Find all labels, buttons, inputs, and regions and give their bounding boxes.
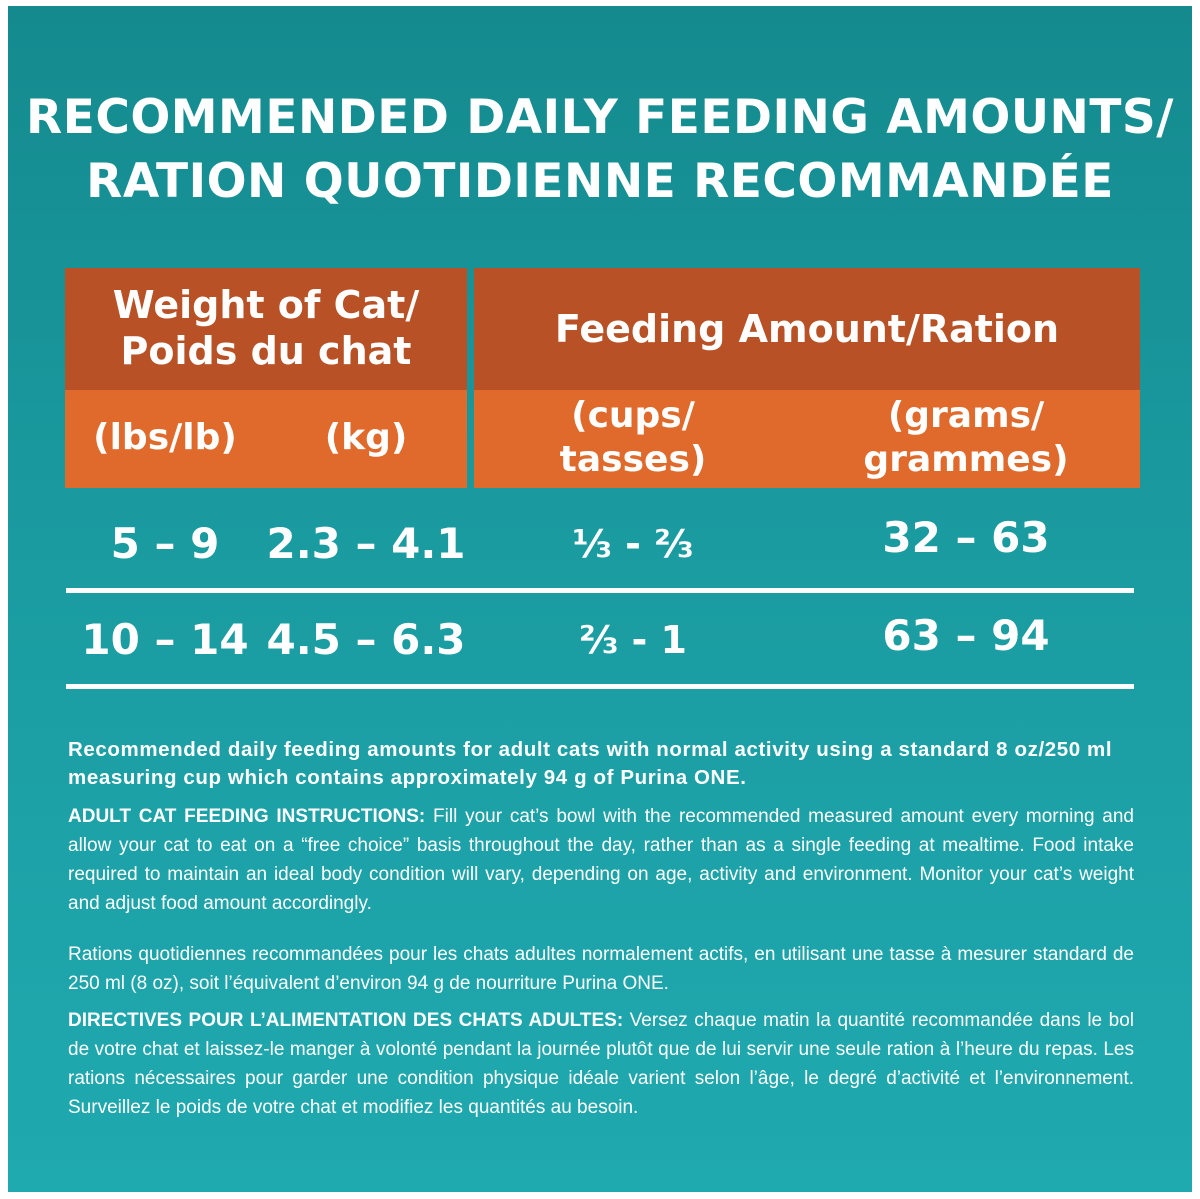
english-instructions-text: Fill your cat’s bowl with the recommende… — [68, 806, 1134, 914]
unit-cups: (cups/ tasses) — [474, 394, 792, 482]
title-line-2: RATION QUOTIDIENNE RECOMMANDÉE — [86, 154, 1114, 209]
unit-grams-line-2: grammes) — [863, 439, 1069, 480]
weight-column-header: Weight of Cat/ Poids du chat — [65, 282, 467, 374]
french-instructions: DIRECTIVES POUR L’ALIMENTATION DES CHATS… — [68, 1006, 1134, 1122]
unit-kg: (kg) — [324, 417, 408, 458]
feeding-column-header: Feeding Amount/Ration — [554, 307, 1060, 351]
table-cell-lbs: 5 – 9 — [110, 519, 220, 568]
french-instructions-text: Versez chaque matin la quantité recomman… — [68, 1010, 1134, 1118]
unit-grams: (grams/ grammes) — [792, 394, 1140, 482]
unit-cups-line-1: (cups/ — [571, 395, 695, 436]
title-line-1: RECOMMENDED DAILY FEEDING AMOUNTS/ — [26, 90, 1174, 145]
table-cell-cups: ⅔ - 1 — [578, 618, 687, 662]
weight-header-line-2: Poids du chat — [120, 329, 412, 373]
english-instructions-label: ADULT CAT FEEDING INSTRUCTIONS: — [68, 806, 426, 827]
table-cell-cups: ⅓ - ⅔ — [572, 522, 694, 566]
english-summary: Recommended daily feeding amounts for ad… — [68, 738, 1113, 789]
table-cell-kg: 4.5 – 6.3 — [266, 615, 466, 664]
feeding-header-cell — [474, 268, 1140, 390]
feeding-panel: RECOMMENDED DAILY FEEDING AMOUNTS/ RATIO… — [8, 6, 1192, 1192]
french-instructions-label: DIRECTIVES POUR L’ALIMENTATION DES CHATS… — [68, 1010, 624, 1031]
french-summary: Rations quotidiennes recommandées pour l… — [68, 944, 1134, 994]
table-cell-kg: 2.3 – 4.1 — [266, 519, 466, 568]
table-cell-grams: 32 – 63 — [882, 513, 1050, 562]
unit-cups-line-2: tasses) — [559, 439, 707, 480]
unit-lbs: (lbs/lb) — [93, 417, 237, 458]
table-cell-lbs: 10 – 14 — [81, 615, 249, 664]
weight-units-cell — [65, 390, 467, 488]
feeding-units-cell — [474, 390, 1140, 488]
row-divider — [66, 588, 1134, 593]
unit-grams-line-1: (grams/ — [887, 395, 1045, 436]
page-title: RECOMMENDED DAILY FEEDING AMOUNTS/ RATIO… — [8, 86, 1192, 214]
weight-header-line-1: Weight of Cat/ — [112, 283, 420, 327]
row-divider — [66, 684, 1134, 689]
english-instructions: ADULT CAT FEEDING INSTRUCTIONS: Fill you… — [68, 802, 1134, 918]
table-cell-grams: 63 – 94 — [882, 611, 1050, 660]
weight-header-cell — [65, 268, 467, 390]
